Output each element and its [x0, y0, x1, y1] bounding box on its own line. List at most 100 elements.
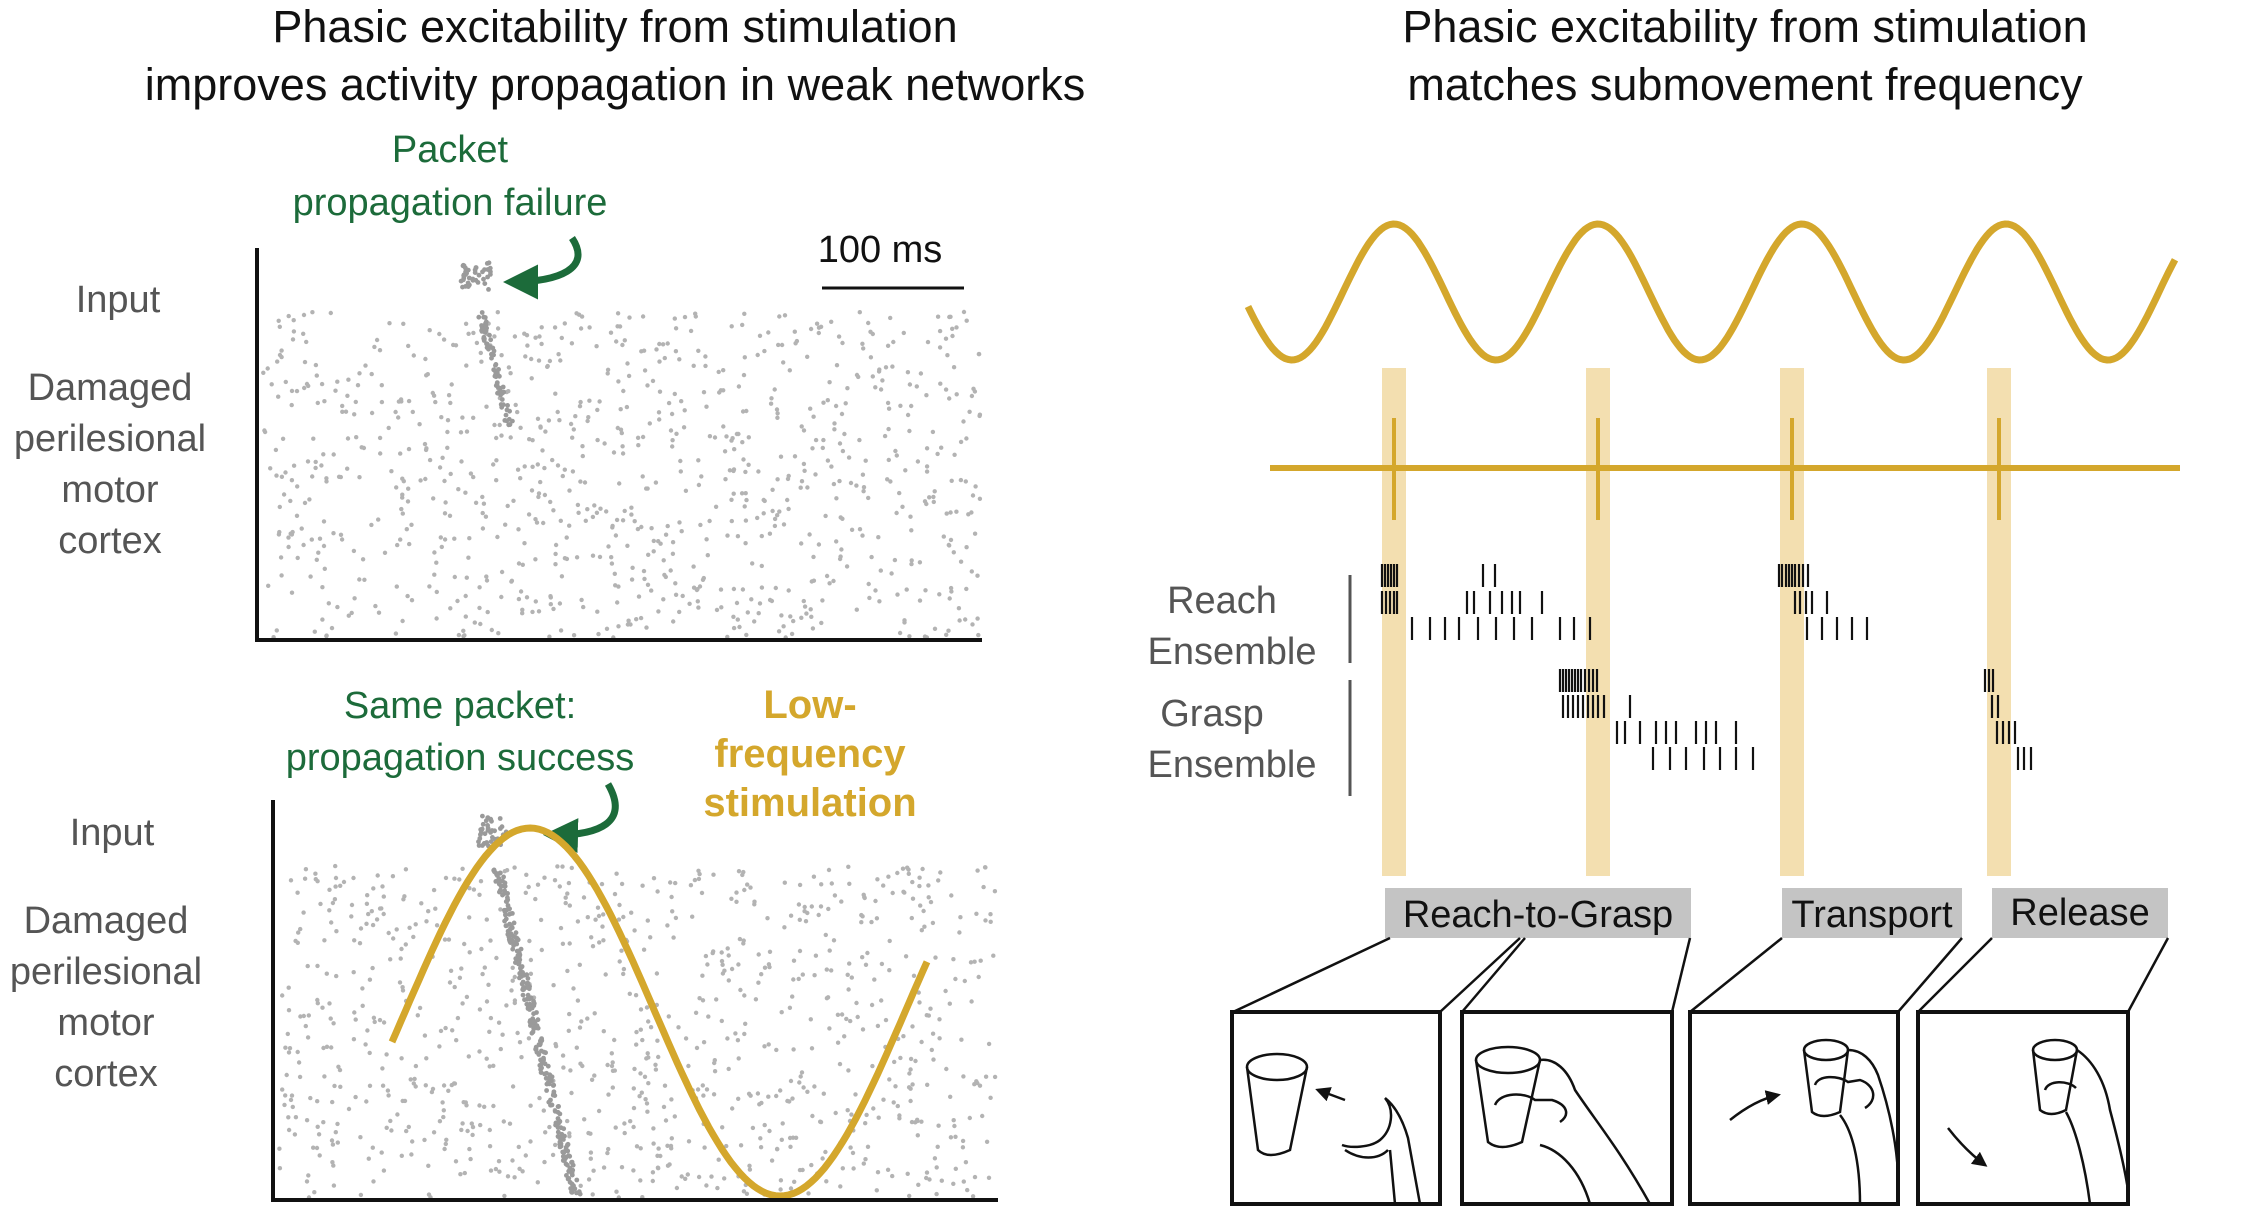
raster-dot: [645, 383, 650, 388]
raster-dot: [766, 330, 771, 335]
raster-dot: [887, 938, 892, 944]
raster-dot: [400, 988, 406, 993]
raster-dot: [939, 1178, 944, 1183]
raster-dot: [537, 334, 542, 339]
raster-dot: [615, 425, 620, 431]
raster-dot: [367, 1083, 373, 1089]
raster-dot: [551, 983, 556, 988]
raster-dot: [327, 887, 332, 892]
raster-dot: [601, 912, 606, 917]
raster-dot: [345, 393, 350, 398]
raster-dot: [354, 435, 359, 440]
raster-dot: [558, 518, 563, 523]
raster-dot: [957, 618, 962, 623]
raster-dot: [510, 1158, 515, 1163]
raster-dot: [366, 1156, 371, 1161]
raster-dot: [863, 1121, 868, 1126]
raster-dot: [523, 890, 528, 895]
raster-dot: [788, 913, 794, 918]
raster-dot: [510, 1084, 516, 1089]
raster-dot: [863, 1157, 868, 1162]
raster-dot: [606, 1092, 611, 1097]
raster-dot: [699, 890, 705, 896]
raster-dot: [352, 412, 357, 417]
raster-dot: [465, 1128, 470, 1134]
raster-dot: [578, 479, 583, 484]
raster-dot: [800, 1167, 805, 1173]
raster-dot: [331, 1163, 336, 1168]
raster-dot: [557, 601, 563, 606]
raster-dot: [738, 1143, 744, 1148]
raster-dot: [696, 1174, 702, 1180]
raster-dot: [715, 1185, 720, 1191]
raster-dot: [743, 541, 748, 546]
raster-dot: [357, 941, 363, 946]
raster-dot: [678, 458, 683, 464]
raster-dot: [949, 589, 954, 594]
raster-dot: [713, 504, 719, 509]
raster-dot: [651, 876, 657, 881]
raster-dot: [988, 912, 993, 917]
propagation-dot: [484, 341, 489, 347]
raster-dot: [517, 1040, 523, 1045]
raster-dot: [829, 968, 834, 973]
raster-dot: [861, 346, 866, 351]
raster-dot: [491, 1103, 496, 1109]
raster-dot: [624, 404, 630, 410]
raster-dot: [836, 334, 842, 339]
raster-dot: [403, 867, 409, 872]
raster-dot: [569, 1090, 574, 1096]
raster-dot: [614, 339, 619, 344]
raster-axes-bottom: [271, 800, 998, 1202]
raster-dot: [516, 527, 521, 532]
raster-dot: [526, 512, 532, 517]
propagation-dot: [524, 1001, 530, 1007]
raster-dot: [918, 371, 924, 376]
raster-dot: [711, 1092, 717, 1097]
propagation-dot: [563, 1154, 569, 1160]
raster-dot: [860, 472, 866, 477]
raster-dot: [403, 942, 408, 947]
raster-dot: [488, 1168, 494, 1173]
raster-dot: [970, 1194, 976, 1199]
raster-dot: [736, 384, 742, 389]
propagation-dot: [510, 946, 516, 952]
propagation-dot: [516, 961, 521, 967]
raster-dot: [877, 599, 882, 604]
raster-dot: [302, 876, 308, 881]
raster-dot: [796, 976, 801, 982]
raster-dot: [583, 518, 588, 523]
region-label-line1: Damaged: [24, 900, 189, 942]
propagation-dot: [518, 965, 523, 971]
propagation-dot: [476, 314, 482, 320]
raster-dot: [827, 948, 832, 953]
propagation-dot: [524, 972, 530, 978]
raster-dot: [389, 1128, 394, 1133]
raster-dot: [477, 605, 482, 611]
raster-dot: [307, 497, 312, 502]
raster-dot: [692, 877, 698, 883]
raster-dot: [719, 1018, 724, 1024]
raster-dot: [612, 1068, 617, 1073]
raster-dot: [722, 968, 727, 973]
raster-dot: [493, 1166, 499, 1172]
raster-dot: [736, 1096, 741, 1102]
raster-dot: [742, 504, 747, 509]
raster-dot: [759, 585, 765, 590]
raster-dot: [820, 445, 825, 451]
raster-dot: [621, 388, 626, 394]
raster-dot: [909, 558, 914, 563]
raster-dot: [693, 314, 698, 319]
raster-dot: [757, 1102, 762, 1107]
raster-dot: [315, 400, 320, 406]
raster-dot: [850, 1150, 856, 1156]
raster-dot: [467, 915, 472, 920]
raster-dot: [516, 596, 522, 602]
raster-dot: [400, 1098, 405, 1104]
raster-dot: [313, 362, 319, 368]
raster-dot: [444, 1137, 449, 1143]
stimulation-label-line2: frequency: [714, 732, 906, 776]
raster-dot: [568, 421, 574, 427]
raster-dot: [578, 399, 583, 405]
raster-dot: [555, 463, 561, 468]
